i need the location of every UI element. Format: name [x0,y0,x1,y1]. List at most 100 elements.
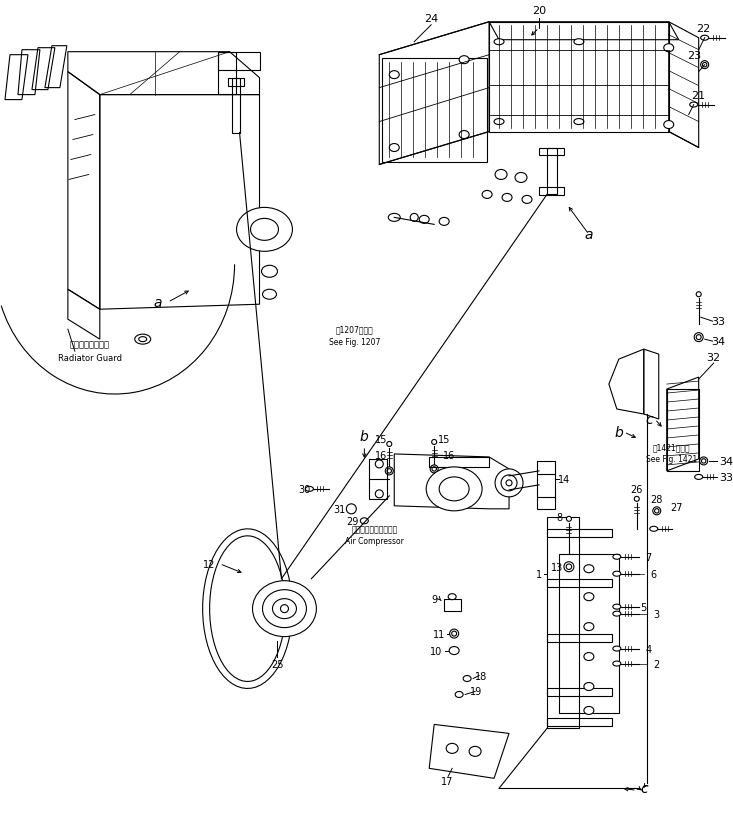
Ellipse shape [449,647,459,655]
Bar [539,188,564,196]
Ellipse shape [613,661,621,666]
Ellipse shape [262,590,306,628]
Ellipse shape [701,36,709,41]
Ellipse shape [139,337,147,342]
Ellipse shape [495,469,523,497]
Ellipse shape [387,469,391,473]
Ellipse shape [664,121,674,130]
Ellipse shape [701,459,706,463]
Ellipse shape [702,64,707,68]
Ellipse shape [251,219,279,241]
Text: 16: 16 [443,451,455,461]
Ellipse shape [613,604,621,609]
Ellipse shape [482,191,492,199]
Polygon shape [210,536,285,681]
Bar [547,719,612,726]
Ellipse shape [584,653,594,660]
Text: 25: 25 [271,659,284,669]
Ellipse shape [564,562,574,572]
Text: 12: 12 [204,559,216,569]
Bar [218,53,259,70]
Ellipse shape [262,266,278,278]
Text: 16: 16 [375,451,388,461]
Text: 22: 22 [696,23,711,33]
Text: 2: 2 [654,659,660,669]
Text: a: a [153,296,162,310]
Ellipse shape [452,631,457,636]
Ellipse shape [506,481,512,487]
Text: 15: 15 [438,435,450,445]
Text: 26: 26 [630,484,643,494]
Text: a: a [585,228,593,242]
Ellipse shape [388,214,400,222]
Text: 4: 4 [646,644,652,654]
Text: c: c [640,782,647,795]
Bar [218,53,235,94]
Ellipse shape [430,466,438,473]
Ellipse shape [695,475,703,480]
Text: 21: 21 [692,90,706,100]
Text: b: b [614,426,623,440]
Text: 14: 14 [558,474,570,484]
Text: See Fig. 1421: See Fig. 1421 [646,455,697,464]
Ellipse shape [613,646,621,651]
Text: 13: 13 [550,562,563,572]
Ellipse shape [649,527,658,532]
Ellipse shape [584,565,594,573]
Ellipse shape [273,599,296,619]
Ellipse shape [237,208,292,252]
Ellipse shape [347,504,356,514]
Bar [547,579,612,587]
Text: Air Compressor: Air Compressor [345,537,404,546]
Text: 7: 7 [646,552,652,562]
Text: 5: 5 [641,602,647,612]
Text: 1: 1 [536,569,542,579]
Ellipse shape [281,605,289,613]
Ellipse shape [696,335,701,340]
Ellipse shape [567,517,572,522]
Ellipse shape [419,217,430,224]
Ellipse shape [574,39,584,46]
Ellipse shape [386,467,394,476]
Ellipse shape [501,476,517,492]
Bar [383,59,487,163]
Ellipse shape [375,490,383,498]
Ellipse shape [455,691,463,697]
Ellipse shape [655,509,659,513]
Text: Radiator Guard: Radiator Guard [58,353,122,362]
Ellipse shape [495,171,507,181]
Ellipse shape [494,120,504,125]
Ellipse shape [613,554,621,559]
Ellipse shape [389,145,399,152]
Ellipse shape [361,518,368,524]
Bar [547,689,612,696]
Text: 6: 6 [651,569,657,579]
Text: 3: 3 [654,609,660,619]
Ellipse shape [375,461,383,468]
Ellipse shape [448,594,456,600]
Ellipse shape [387,442,391,447]
Ellipse shape [449,630,459,639]
Ellipse shape [613,572,621,577]
Text: 34: 34 [712,337,726,347]
Ellipse shape [446,743,458,753]
Ellipse shape [664,44,674,53]
Ellipse shape [426,467,482,511]
Ellipse shape [515,173,527,183]
Text: 31: 31 [334,504,345,514]
Text: 27: 27 [671,502,683,512]
Ellipse shape [690,103,698,108]
Bar [227,79,243,86]
Text: 10: 10 [430,645,442,655]
Ellipse shape [634,497,639,502]
Text: c: c [645,412,652,426]
Bar [539,148,564,156]
Ellipse shape [584,683,594,691]
Ellipse shape [135,334,151,344]
Text: 29: 29 [346,516,358,526]
Ellipse shape [653,507,660,515]
Text: 9: 9 [431,594,438,604]
Ellipse shape [459,57,469,64]
Text: 24: 24 [424,13,438,23]
Ellipse shape [696,293,701,298]
